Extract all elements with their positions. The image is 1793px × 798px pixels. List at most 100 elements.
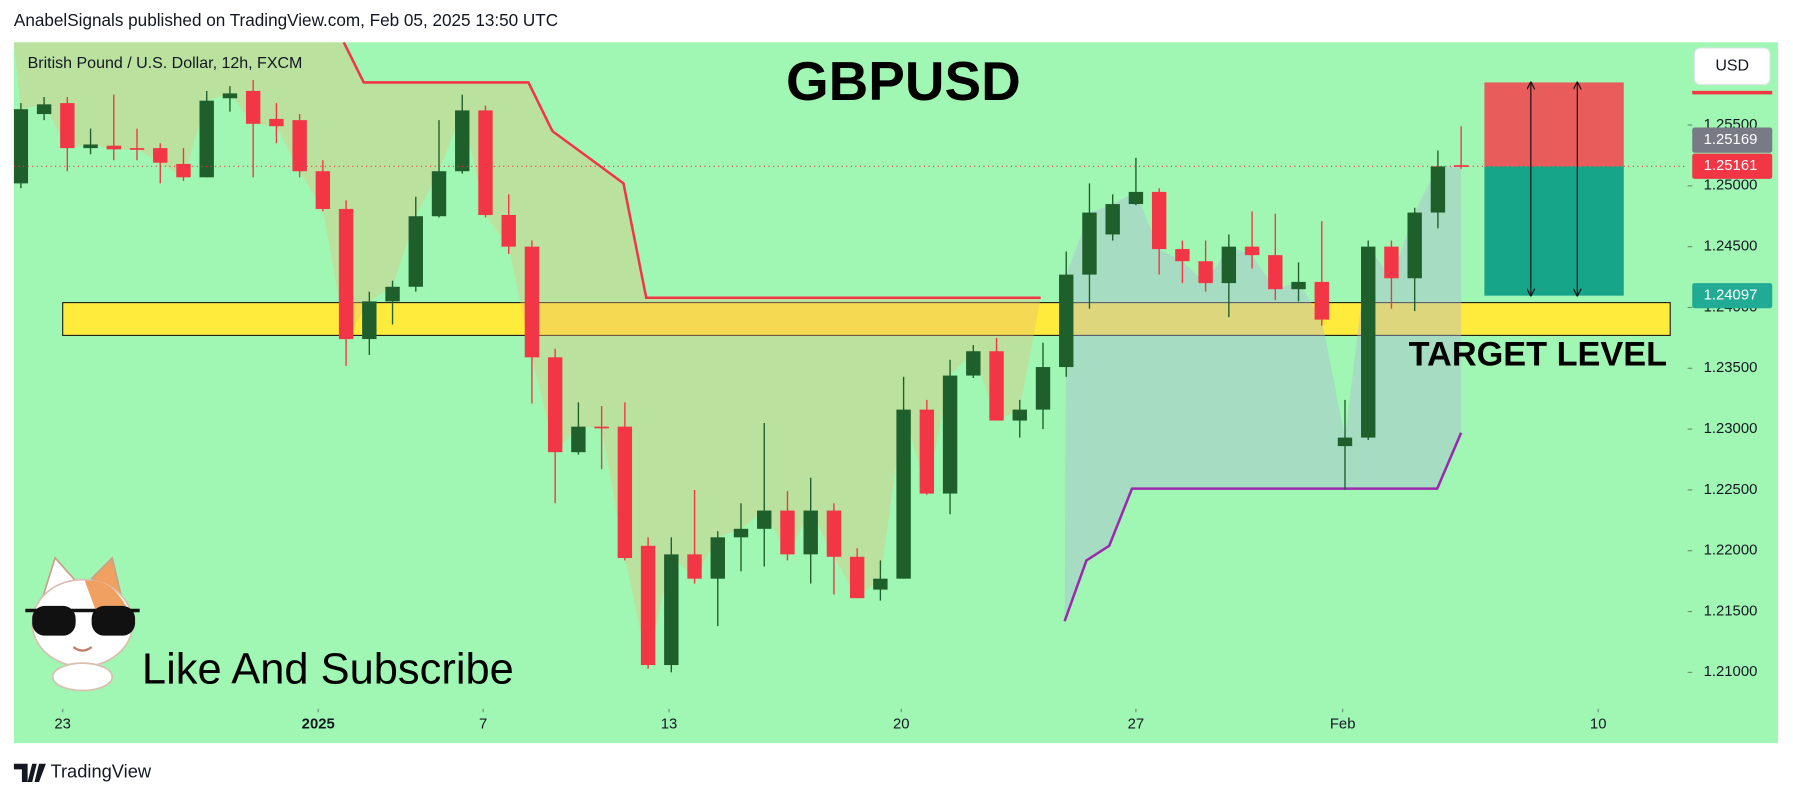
cat-body [51, 662, 114, 692]
candle-body [245, 90, 261, 124]
price-label: 1.25161 [1704, 158, 1758, 174]
candle-body [36, 104, 52, 115]
candle-body [269, 118, 284, 127]
candle-body [106, 145, 121, 150]
plot-candles [13, 80, 1688, 673]
axes: 1.21000 1.21500 1.22000 1.22500 1.23000 1.235… [54, 117, 1773, 733]
stop-line [342, 42, 1041, 299]
footer: TradingView [50, 761, 151, 782]
legend: British Pound / U.S. Dollar, 12h, FXCM [28, 55, 303, 72]
header: AnabelSignals published on TradingView.c… [14, 10, 558, 30]
y-tick-label: 1.23500 [1704, 360, 1758, 376]
candle-body [1314, 281, 1329, 320]
chart-panel [13, 42, 1778, 744]
candle-body [1059, 274, 1074, 368]
cat-glasses [32, 605, 76, 636]
candle-body [1082, 212, 1097, 275]
y-tick-label: 1.22500 [1704, 482, 1758, 498]
candle-body [501, 215, 516, 247]
candle-body [780, 510, 795, 555]
x-tick-label: 13 [661, 717, 678, 733]
annotation-subscribe: Like And Subscribe [142, 646, 514, 694]
candle-body [966, 351, 981, 376]
candle-body [803, 510, 818, 555]
candle-body [478, 110, 493, 216]
candle-body [1175, 249, 1190, 262]
candle-body [1361, 246, 1376, 438]
candle-body [455, 110, 470, 172]
candle-body [710, 537, 725, 579]
candle-body [873, 578, 888, 590]
candle-body [757, 510, 772, 529]
plot-underlay [13, 42, 1671, 666]
candle-body [1198, 261, 1213, 284]
candle-body [640, 545, 656, 666]
candle-body [1128, 191, 1144, 205]
candle-body [989, 351, 1004, 421]
candle-body [571, 426, 586, 453]
position-stop [1484, 82, 1624, 167]
annotation-target: TARGET LEVEL [1409, 336, 1667, 374]
x-tick-label: 2025 [302, 717, 335, 733]
candle-body [849, 556, 865, 599]
currency-button[interactable]: USD [1693, 47, 1771, 86]
price-label: 1.25169 [1704, 132, 1758, 148]
logo-mark [13, 763, 46, 782]
support-line [1063, 432, 1463, 622]
position-target [1484, 166, 1624, 296]
candle-body [153, 148, 168, 163]
candle-body [83, 144, 98, 149]
candle-body [664, 554, 679, 666]
cat-patch [84, 580, 126, 612]
candle-body [1291, 281, 1306, 290]
candle-body [1384, 246, 1399, 279]
candle-body [1407, 212, 1422, 279]
candle-body [594, 426, 609, 429]
candle-body [1105, 204, 1120, 235]
candle-body [431, 171, 447, 217]
candle-body [408, 216, 423, 287]
support_line-fill [1064, 166, 1462, 622]
footer-logo: TradingView [13, 761, 152, 782]
candle-body [338, 208, 354, 340]
price-label: 1.24097 [1704, 288, 1758, 304]
candle-body [942, 375, 958, 494]
candle-body [1244, 246, 1260, 256]
price-label-box [1692, 283, 1773, 309]
candle-body [1221, 246, 1237, 284]
candle-body [919, 409, 935, 494]
candle-body [1453, 165, 1469, 167]
y-tick-label: 1.24500 [1704, 239, 1758, 255]
x-tick-label: 10 [1590, 717, 1607, 733]
chart-title: GBPUSD [786, 50, 1021, 112]
candle-body [292, 120, 307, 172]
cat-icon [25, 556, 140, 692]
y-tick-label: 1.21500 [1704, 603, 1758, 619]
y-tick-label: 1.25000 [1704, 178, 1758, 194]
y-tick-label: 1.22000 [1704, 543, 1758, 559]
candle-body [1151, 191, 1167, 250]
price-label-box [1692, 153, 1773, 179]
currency-box[interactable] [1693, 47, 1771, 86]
candle-body [199, 100, 214, 178]
candle-body [826, 510, 842, 557]
x-tick-label: 20 [893, 717, 910, 733]
candle-body [176, 163, 191, 178]
x-tick-label: 23 [54, 717, 71, 733]
price-label-box [1692, 127, 1773, 153]
currency-label[interactable]: USD [1715, 58, 1749, 75]
candle-body [687, 554, 702, 579]
cat-mouth [72, 646, 93, 652]
candle-body [524, 246, 540, 358]
candle-body [896, 409, 911, 579]
cat-glasses [91, 605, 136, 636]
candle-body [617, 426, 633, 559]
candle-body [1035, 367, 1051, 410]
candle-body [60, 103, 75, 149]
candle-body [315, 171, 331, 209]
candle-body [547, 357, 563, 453]
candle-body [1268, 255, 1283, 290]
x-tick-label: 7 [479, 717, 487, 733]
y-tick-label: 1.21000 [1704, 664, 1758, 680]
